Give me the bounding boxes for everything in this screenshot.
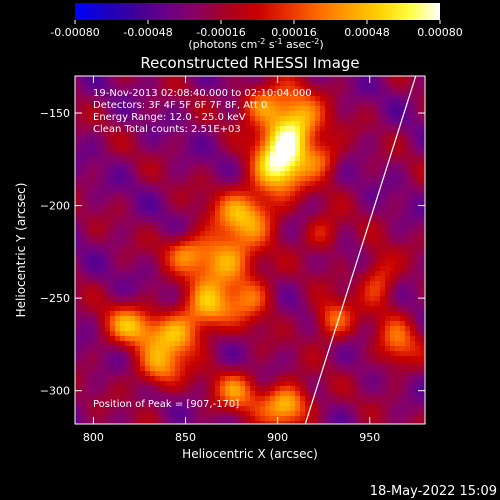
colorbar-tick-label: 0.00080 (417, 26, 463, 39)
peak-position-label: Position of Peak = [907,-170] (93, 399, 239, 410)
annotation-time-range: 19-Nov-2013 02:08:40.000 to 02:10:04.000 (93, 88, 312, 99)
solar-limb-line (304, 76, 417, 424)
y-tick-label: −300 (40, 385, 70, 398)
colorbar-gradient (75, 3, 440, 20)
annotation-clean-counts: Clean Total counts: 2.51E+03 (93, 124, 241, 135)
colorbar: -0.00080 -0.00048 -0.00016 0.00016 0.00048 0.… (50, 3, 463, 51)
colorbar-tick-label: 0.00016 (271, 26, 317, 39)
annotation-detectors: Detectors: 3F 4F 5F 6F 7F 8F, Att 0 (93, 100, 267, 111)
x-tick-label: 850 (175, 431, 196, 444)
y-axis-ticks: −150 −200 −250 −300 (40, 107, 425, 398)
colorbar-tick-label: -0.00016 (196, 26, 245, 39)
y-tick-label: −150 (40, 107, 70, 120)
x-tick-label: 800 (83, 431, 104, 444)
colorbar-tick-labels: -0.00080 -0.00048 -0.00016 0.00016 0.00048 0.… (50, 26, 462, 39)
y-tick-label: −250 (40, 292, 70, 305)
chart-title: Reconstructed RHESSI Image (140, 54, 359, 72)
x-axis-label: Heliocentric X (arcsec) (182, 447, 318, 461)
y-axis-label: Heliocentric Y (arcsec) (14, 183, 28, 318)
colorbar-tick-label: 0.00048 (344, 26, 390, 39)
annotation-energy-range: Energy Range: 12.0 - 25.0 keV (93, 112, 246, 123)
x-tick-label: 950 (359, 431, 380, 444)
colorbar-tick-label: -0.00048 (123, 26, 172, 39)
colorbar-ticks (74, 20, 441, 24)
info-annotations: 19-Nov-2013 02:08:40.000 to 02:10:04.000… (93, 88, 312, 135)
colorbar-tick-label: -0.00080 (50, 26, 99, 39)
footer-timestamp: 18-May-2022 15:09 (370, 484, 497, 499)
x-axis-ticks: 800 850 900 950 (83, 76, 380, 444)
x-tick-label: 900 (267, 431, 288, 444)
y-tick-label: −200 (40, 200, 70, 213)
heatmap-image (75, 76, 425, 424)
plot-frame (74, 75, 426, 425)
colorbar-unit-label: (photons cm-2 s-1 asec-2) (188, 37, 323, 51)
